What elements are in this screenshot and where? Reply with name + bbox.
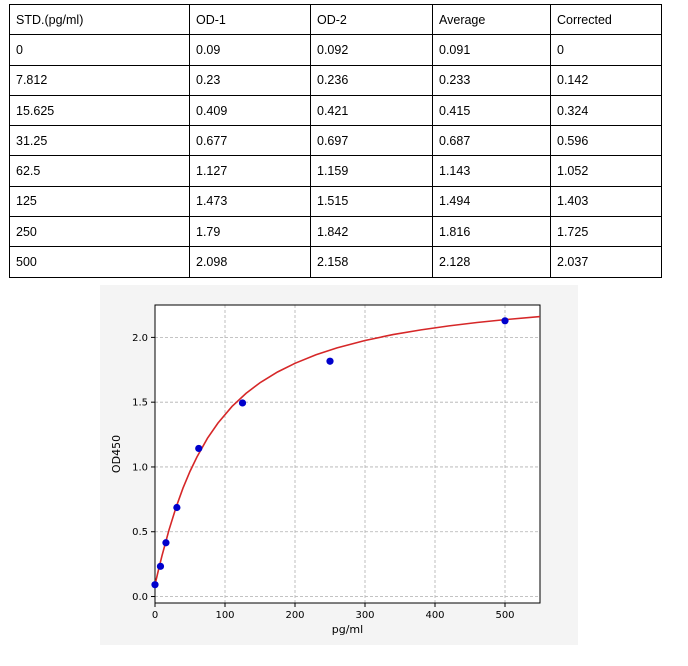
table-cell: 1.127 <box>189 155 311 187</box>
x-tick-label: 500 <box>495 610 514 621</box>
table-cell: 0.421 <box>310 94 433 127</box>
x-tick-label: 0 <box>152 610 158 621</box>
table-cell: 500 <box>9 246 190 278</box>
data-point <box>151 581 159 589</box>
table-row: 15.625 0.409 0.421 0.415 0.324 <box>9 94 662 127</box>
table-cell: 2.158 <box>310 246 433 278</box>
data-point <box>162 539 170 547</box>
table-cell: 7.812 <box>9 64 190 96</box>
standard-curve-figure: 0 100 200 300 400 500 0.0 0.5 1.0 1.5 2.0 pg/ml O… <box>100 285 578 645</box>
table-body: STD.(pg/ml) OD-1 OD-2 Average Corrected 0 0.09… <box>9 3 662 278</box>
table-header-cell: OD-2 <box>310 3 433 36</box>
table-cell: 0.092 <box>310 34 433 66</box>
table-header-cell: Average <box>432 3 551 36</box>
table-cell: 1.159 <box>310 155 433 187</box>
table-cell: 1.816 <box>432 216 551 248</box>
standard-curve-table: STD.(pg/ml) OD-1 OD-2 Average Corrected 0 0.09… <box>9 3 662 278</box>
table-cell: 1.403 <box>550 185 662 218</box>
table-row: 250 1.79 1.842 1.816 1.725 <box>9 216 662 248</box>
table-cell: 0.233 <box>432 64 551 96</box>
y-tick-label: 0.0 <box>132 592 148 603</box>
table-cell: 0.09 <box>189 34 311 66</box>
data-point <box>195 444 203 453</box>
table-row: 7.812 0.23 0.236 0.233 0.142 <box>9 64 662 96</box>
y-axis-ticks: 0.0 0.5 1.0 1.5 2.0 <box>132 333 155 603</box>
x-tick-label: 300 <box>355 610 374 621</box>
table-cell: 0.236 <box>310 64 433 96</box>
x-tick-label: 200 <box>285 610 304 621</box>
table-cell: 0 <box>9 34 190 66</box>
y-tick-label: 1.0 <box>132 462 148 473</box>
x-tick-label: 400 <box>425 610 444 621</box>
table-cell: 1.143 <box>432 155 551 187</box>
table-cell: 1.052 <box>550 155 662 187</box>
data-point <box>156 562 165 570</box>
data-point <box>238 399 247 407</box>
table-cell: 0.415 <box>432 94 551 127</box>
table-cell: 1.473 <box>189 185 311 218</box>
table-row: 500 2.098 2.158 2.128 2.037 <box>9 246 662 278</box>
y-tick-label: 1.5 <box>132 398 148 409</box>
table-row: 62.5 1.127 1.159 1.143 1.052 <box>9 155 662 187</box>
table-cell: 15.625 <box>9 94 190 127</box>
table-cell: 2.128 <box>432 246 551 278</box>
table-cell: 1.515 <box>310 185 433 218</box>
table-row: 31.25 0.677 0.697 0.687 0.596 <box>9 125 662 157</box>
y-tick-label: 2.0 <box>132 333 148 344</box>
fit-curve <box>154 315 541 585</box>
x-axis-label: pg/ml <box>332 623 363 636</box>
grid-lines <box>154 305 540 603</box>
table-cell: 1.725 <box>550 216 662 248</box>
table-cell: 0 <box>550 34 662 66</box>
table-row: 125 1.473 1.515 1.494 1.403 <box>9 185 662 218</box>
table-cell: 0.142 <box>550 64 662 96</box>
table-header-row: STD.(pg/ml) OD-1 OD-2 Average Corrected <box>9 3 662 36</box>
table-cell: 62.5 <box>9 155 190 187</box>
table-cell: 0.091 <box>432 34 551 66</box>
table-cell: 2.037 <box>550 246 662 278</box>
table-cell: 1.79 <box>189 216 311 248</box>
table-cell: 0.596 <box>550 125 662 157</box>
table-cell: 250 <box>9 216 190 248</box>
table-cell: 0.687 <box>432 125 551 157</box>
table-cell: 31.25 <box>9 125 190 157</box>
table-cell: 1.842 <box>310 216 433 248</box>
table-cell: 0.324 <box>550 94 662 127</box>
table-header-cell: OD-1 <box>189 3 311 36</box>
data-point <box>501 317 509 325</box>
table-cell: 0.409 <box>189 94 311 127</box>
data-points <box>151 317 509 589</box>
standard-curve-chart: 0 100 200 300 400 500 0.0 0.5 1.0 1.5 2.0 pg/ml O… <box>110 304 541 636</box>
table-header-cell: STD.(pg/ml) <box>9 3 190 36</box>
y-tick-label: 0.5 <box>132 527 148 538</box>
table-cell: 0.677 <box>189 125 311 157</box>
table-cell: 1.494 <box>432 185 551 218</box>
data-point <box>173 503 181 512</box>
table-cell: 0.697 <box>310 125 433 157</box>
table-cell: 125 <box>9 185 190 218</box>
table-cell: 0.23 <box>189 64 311 96</box>
plot-frame <box>154 304 541 604</box>
plot-background <box>155 305 540 603</box>
table-header-cell: Corrected <box>550 3 662 36</box>
y-axis-label: OD450 <box>110 435 123 473</box>
x-axis-ticks: 0 100 200 300 400 500 <box>152 603 515 621</box>
data-point <box>326 357 334 365</box>
x-tick-label: 100 <box>215 610 234 621</box>
table-cell: 2.098 <box>189 246 311 278</box>
table-row: 0 0.09 0.092 0.091 0 <box>9 34 662 66</box>
